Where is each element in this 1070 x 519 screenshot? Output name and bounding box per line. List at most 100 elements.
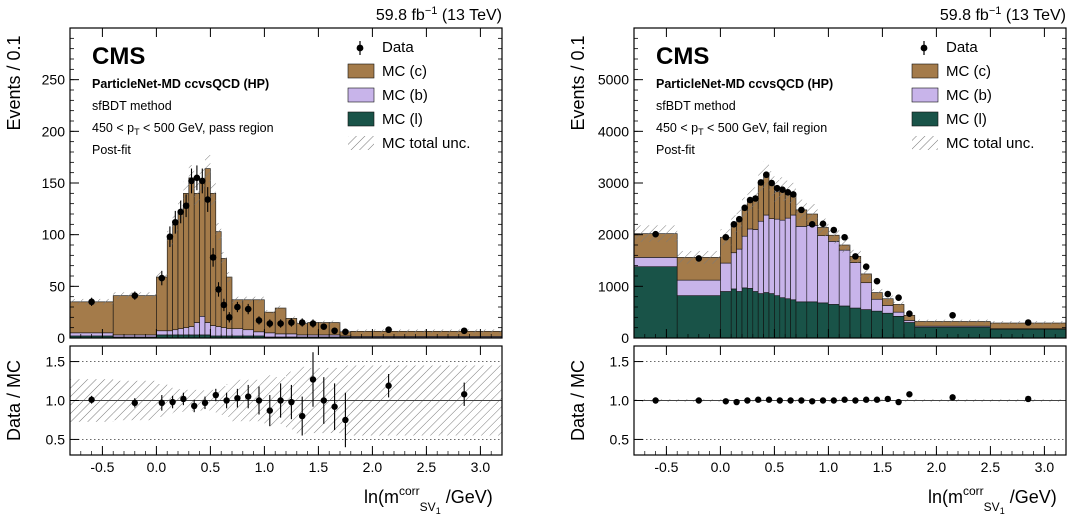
panel1-data-point-3 xyxy=(166,233,174,241)
panel2-bar-mcl-11 xyxy=(774,295,781,339)
panel2-ratio-point-12 xyxy=(830,397,837,404)
panel2-ratio-ytick-label-1: 1.0 xyxy=(610,393,630,409)
panel2-ratio-point-4 xyxy=(744,397,751,404)
panel1-ytick-label-0: 0 xyxy=(57,330,65,346)
panel2-legend-1-swatch xyxy=(911,63,939,79)
panel1-bar-mcb-4 xyxy=(172,329,179,336)
panel2-unc-band-26 xyxy=(914,319,991,324)
panel1-bar-mcb-20 xyxy=(285,333,298,338)
panel1-lumi-label-part-2: (13 TeV) xyxy=(437,7,502,24)
panel2-ratio-point-19 xyxy=(906,391,913,398)
panel2-region-label-part-1: T xyxy=(698,127,704,137)
panel1-data-point-20 xyxy=(288,319,295,326)
panel1-unc-band-8 xyxy=(194,181,200,205)
panel1-bar-mcb-9 xyxy=(199,315,206,336)
panel1-unc-band-16 xyxy=(242,296,254,303)
panel2-bar-mcl-10 xyxy=(768,293,775,339)
panel1-bar-mcb-15 xyxy=(231,328,244,337)
panel2-lumi-label-part-1: −1 xyxy=(989,5,1002,17)
panel1-ratio-point-12 xyxy=(266,407,273,414)
panel2-ytick-label-1: 1000 xyxy=(598,278,629,294)
panel2-ratio-point-17 xyxy=(884,395,891,403)
panel1-data-point-14 xyxy=(226,314,233,321)
panel1-xtick-label-3: 1.0 xyxy=(255,459,275,475)
panel2-lumi-label-part-0: 59.8 fb xyxy=(940,7,989,24)
panel1-ratio-point-13 xyxy=(277,397,284,404)
panel2-data-point-17 xyxy=(819,220,827,228)
panel2-data-point-22 xyxy=(873,277,881,285)
panel2-data-point-0 xyxy=(652,230,659,238)
panel1-bar-mcb-6 xyxy=(183,327,190,336)
panel2-bar-mcb-8 xyxy=(757,220,764,294)
panel2-unc-band-24 xyxy=(893,301,904,308)
panel2-data-point-10 xyxy=(768,179,775,187)
panel2-ratio-ytick-label-0: 0.5 xyxy=(610,431,630,447)
panel2-data-point-7 xyxy=(752,195,759,202)
panel2-data-point-4 xyxy=(736,215,743,223)
panel2-unc-band-16 xyxy=(806,204,818,224)
panel1-ratio-point-19 xyxy=(342,416,349,424)
panel2-ratio-point-3 xyxy=(733,398,740,406)
panel1-data-point-27 xyxy=(460,327,468,335)
panel2-ratio-ytick-label-2: 1.5 xyxy=(610,354,630,370)
panel2-legend-0-label: Data xyxy=(946,39,978,56)
panel1-bar-mcc-5 xyxy=(177,210,184,329)
panel2-bar-mcb-23 xyxy=(882,305,894,314)
panel1-data-point-10 xyxy=(204,196,211,203)
panel2-data-point-14 xyxy=(790,191,797,198)
panel2-bar-mcb-10 xyxy=(768,218,775,294)
panel2-data-point-1 xyxy=(695,255,703,262)
panel2-xtick-label-7: 3.0 xyxy=(1035,459,1055,475)
panel2-bar-mcl-6 xyxy=(747,288,754,339)
panel2-data-point-9 xyxy=(763,171,770,179)
panel1-data-point-26 xyxy=(385,326,392,334)
panel2-bar-mcb-20 xyxy=(849,262,862,309)
panel2-bar-mcl-24 xyxy=(892,315,905,339)
panel1-ratio-point-18 xyxy=(331,403,338,410)
panel2-region-label-part-0: 450 < p xyxy=(656,121,698,135)
panel2-bar-mcb-16 xyxy=(806,225,818,303)
panel1-bar-mcb-2 xyxy=(156,330,168,336)
panel1-cms-label: CMS xyxy=(92,43,145,70)
panel1-bar-mcb-13 xyxy=(220,327,227,337)
panel2-bar-mcl-17 xyxy=(817,302,829,339)
panel2-bar-mcb-11 xyxy=(774,218,781,296)
panel2-bar-mcl-3 xyxy=(730,288,737,339)
panel1-legend-0-label: Data xyxy=(382,39,414,56)
panel1-bar-mcb-8 xyxy=(193,322,200,336)
panel1-bar-mcb-17 xyxy=(253,331,265,337)
panel1-unc-band-18 xyxy=(264,310,276,315)
panel2-xlabel-part-0: ln(m xyxy=(928,487,963,507)
panel2-ratio-point-15 xyxy=(863,396,870,403)
panel1-bar-mcb-22 xyxy=(307,334,319,338)
panel2-bar-mcb-6 xyxy=(747,228,754,289)
panel1-data-point-22 xyxy=(309,320,317,327)
panel2-data-point-5 xyxy=(741,204,748,212)
panel2-bar-mcb-17 xyxy=(817,235,829,304)
panel1-bar-mcb-14 xyxy=(226,328,233,337)
panel2-data-point-20 xyxy=(852,253,859,260)
panel2-lumi-label-part-2: (13 TeV) xyxy=(1001,7,1066,24)
panel2-bar-mcb-15 xyxy=(795,226,808,303)
panel2-xlabel-part-1: corr xyxy=(963,484,984,498)
panel2-bar-mcl-5 xyxy=(741,287,748,339)
panel2-data-point-11 xyxy=(773,184,781,192)
panel2-xlabel-part-4: /GeV) xyxy=(1005,487,1057,507)
panel2-unc-band-21 xyxy=(860,268,872,280)
panel1-data-point-16 xyxy=(244,305,252,313)
panel2-data-point-13 xyxy=(784,189,792,196)
panel2-data-point-21 xyxy=(862,263,870,271)
panel2-ytick-label-3: 3000 xyxy=(598,175,629,191)
panel2-bar-mcl-15 xyxy=(795,301,808,339)
panel2-bar-mcb-0 xyxy=(633,257,678,267)
panel1-ytick-label-1: 50 xyxy=(49,278,65,294)
panel2-bar-mcb-5 xyxy=(741,235,748,289)
panel2-bar-mcl-0 xyxy=(633,266,678,339)
panel2-bar-mcb-4 xyxy=(736,248,743,292)
panel1-data-point-9 xyxy=(199,177,206,185)
panel1-legend-1-swatch xyxy=(347,63,375,79)
panel1-data-point-19 xyxy=(277,320,284,327)
panel2-ratio-point-8 xyxy=(787,397,794,404)
panel2-data-point-23 xyxy=(884,290,892,298)
